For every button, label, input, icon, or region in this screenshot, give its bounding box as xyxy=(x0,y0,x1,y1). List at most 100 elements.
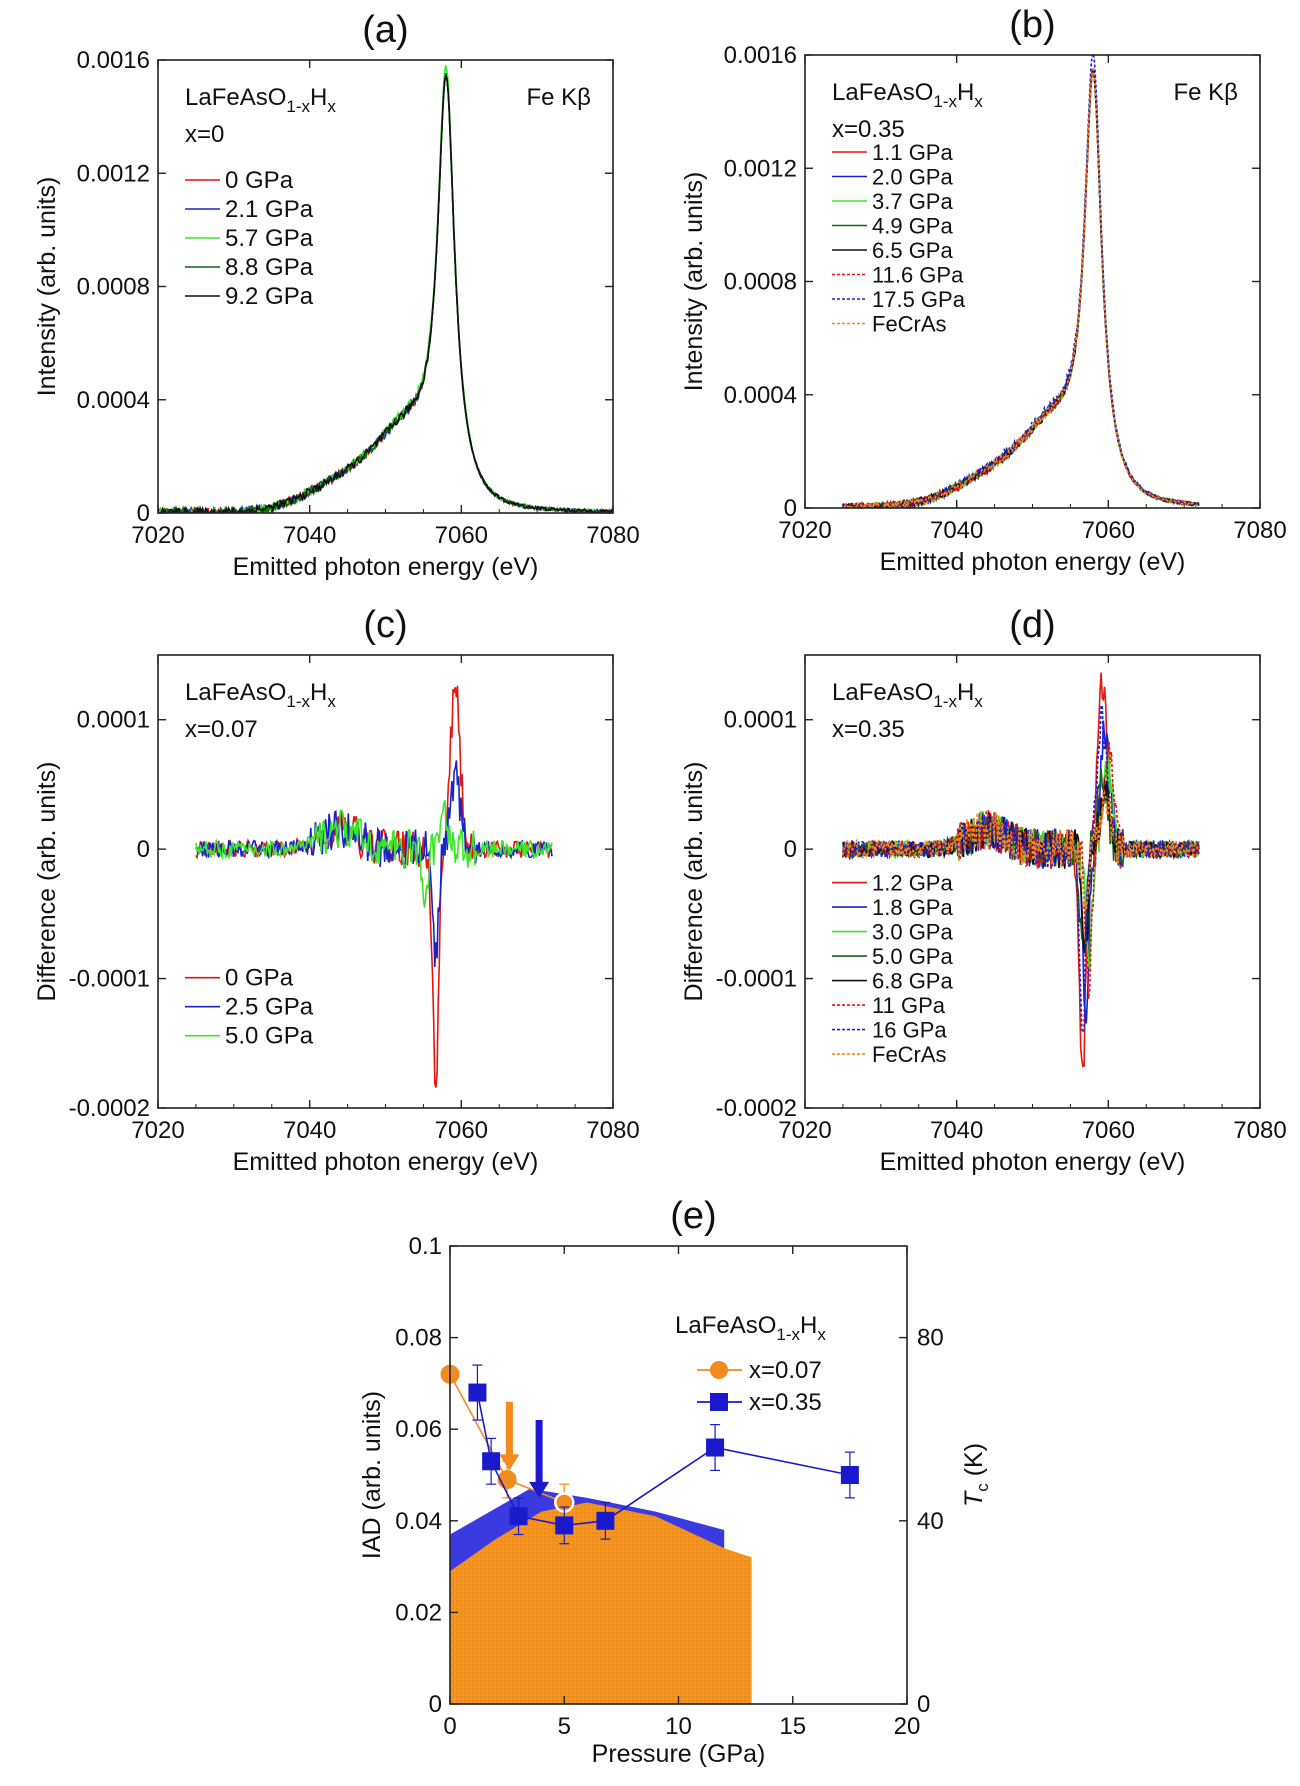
curves-group xyxy=(195,685,553,1088)
x-tick-label: 7020 xyxy=(778,517,831,544)
compound-main: LaFeAsO xyxy=(675,1312,776,1339)
compound-sub2: x xyxy=(817,1325,826,1344)
tc-dome xyxy=(450,1502,752,1704)
x-tick-label: 7060 xyxy=(1082,1117,1135,1144)
compound-main: LaFeAsO xyxy=(185,679,286,706)
x-tick-label: 20 xyxy=(894,1713,921,1740)
compound-sub2: x xyxy=(327,692,336,711)
data-point-square xyxy=(468,1383,487,1402)
legend-label: x=0.07 xyxy=(749,1357,822,1384)
compound-mid: H xyxy=(800,1312,817,1339)
legend-label: 5.7 GPa xyxy=(225,225,314,252)
compound-main: LaFeAsO xyxy=(185,84,286,111)
curves-group xyxy=(842,672,1200,1068)
x-axis-label: Emitted photon energy (eV) xyxy=(880,548,1186,576)
y-axis-label: Intensity (arb. units) xyxy=(680,172,708,392)
y-tick-label: 0 xyxy=(429,1691,442,1718)
y-right-axis-label: Tc (K) xyxy=(960,1443,992,1507)
legend-label: FeCrAs xyxy=(872,1042,947,1067)
spectrum-line xyxy=(195,800,553,908)
compound-label: LaFeAsO1-xHx xyxy=(185,679,336,711)
legend-label: 5.0 GPa xyxy=(872,944,953,969)
tc-symbol: T xyxy=(960,1490,988,1507)
x-tick-label: 7040 xyxy=(283,522,336,549)
legend-label: 2.5 GPa xyxy=(225,994,314,1021)
compound-label: LaFeAsO1-xHx xyxy=(185,84,336,116)
y-tick-label: -0.0001 xyxy=(69,966,150,993)
x-tick-label: 10 xyxy=(665,1713,692,1740)
legend-label: 16 GPa xyxy=(872,1018,947,1043)
x-tick-label: 7080 xyxy=(1233,517,1286,544)
y-tick-label: 0.0016 xyxy=(724,42,797,69)
x-tick-label: 7080 xyxy=(586,522,639,549)
y-tick-right-label: 80 xyxy=(917,1325,944,1352)
y-tick-label: -0.0002 xyxy=(716,1095,797,1122)
y-tick-right-label: 0 xyxy=(917,1691,930,1718)
data-point-square xyxy=(509,1507,528,1526)
legend-label: 11 GPa xyxy=(872,993,946,1018)
arrow-head xyxy=(499,1454,520,1471)
legend-label: 17.5 GPa xyxy=(872,287,966,312)
data-point-square xyxy=(555,1516,574,1535)
legend-label: 6.5 GPa xyxy=(872,238,953,263)
x-tick-label: 7080 xyxy=(586,1117,639,1144)
panel-label: (d) xyxy=(1009,604,1055,646)
x-axis-label: Emitted photon energy (eV) xyxy=(233,553,539,581)
x-tick-label: 7040 xyxy=(283,1117,336,1144)
compound-label: LaFeAsO1-xHx xyxy=(832,79,983,111)
x-tick-label: 7060 xyxy=(435,1117,488,1144)
compound-main: LaFeAsO xyxy=(832,679,933,706)
y-tick-label: 0.0001 xyxy=(724,707,797,734)
data-point-square xyxy=(706,1438,725,1457)
legend-label: x=0.35 xyxy=(749,1389,822,1416)
data-point-square xyxy=(482,1452,501,1471)
compound-label: LaFeAsO1-xHx xyxy=(675,1312,826,1344)
panel-c: (c) 7020 7040 7060 7080 -0.0002 -0.0001 0 0.0001… xyxy=(33,604,640,1176)
composition-label: x=0.35 xyxy=(832,116,905,143)
x-tick-label: 7040 xyxy=(930,517,983,544)
compound-sub2: x xyxy=(974,92,983,111)
legend-label: 6.8 GPa xyxy=(872,969,953,994)
legend-label: FeCrAs xyxy=(872,312,947,337)
compound-main: LaFeAsO xyxy=(832,79,933,106)
panel-label: (b) xyxy=(1009,4,1055,46)
y-axis-label: Difference (arb. units) xyxy=(680,762,708,1002)
y-tick-label: 0.0016 xyxy=(77,47,150,74)
y-tick-label: 0 xyxy=(784,495,797,522)
composition-label: x=0.07 xyxy=(185,716,258,743)
x-tick-label: 0 xyxy=(443,1713,456,1740)
x-tick-label: 7020 xyxy=(131,522,184,549)
compound-sub2: x xyxy=(974,692,983,711)
legend-label: 9.2 GPa xyxy=(225,283,314,310)
tc-sub: c xyxy=(973,1483,992,1492)
legend-marker xyxy=(710,1393,728,1411)
y-tick-label: -0.0002 xyxy=(69,1095,150,1122)
legend-label: 0 GPa xyxy=(225,965,294,992)
legend-label: 2.0 GPa xyxy=(872,165,953,190)
x-tick-label: 7060 xyxy=(1082,517,1135,544)
emission-line-label: Fe Kβ xyxy=(527,84,592,111)
y-tick-label: 0.0012 xyxy=(77,160,150,187)
compound-sub: 1-x xyxy=(286,692,310,711)
y-tick-label: 0.0001 xyxy=(77,707,150,734)
compound-label: LaFeAsO1-xHx xyxy=(832,679,983,711)
compound-sub: 1-x xyxy=(776,1325,800,1344)
compound-mid: H xyxy=(957,679,974,706)
tc-unit: (K) xyxy=(960,1443,988,1483)
arrow-head xyxy=(529,1481,550,1498)
legend-label: 1.1 GPa xyxy=(872,140,953,165)
data-point-square xyxy=(840,1466,859,1484)
legend-label: 4.9 GPa xyxy=(872,214,953,239)
y-tick-label: 0.0008 xyxy=(77,274,150,301)
compound-sub: 1-x xyxy=(933,92,957,111)
y-tick-label: 0 xyxy=(784,836,797,863)
y-tick-label: 0.0004 xyxy=(77,387,150,414)
x-tick-label: 7020 xyxy=(778,1117,831,1144)
y-axis-label: Intensity (arb. units) xyxy=(33,177,61,397)
y-tick-label: 0.06 xyxy=(395,1416,442,1443)
spectrum-line xyxy=(842,69,1200,508)
composition-value: x=0.07 xyxy=(185,716,258,743)
panel-label: (e) xyxy=(670,1195,716,1237)
y-axis-label: IAD (arb. units) xyxy=(358,1391,386,1559)
